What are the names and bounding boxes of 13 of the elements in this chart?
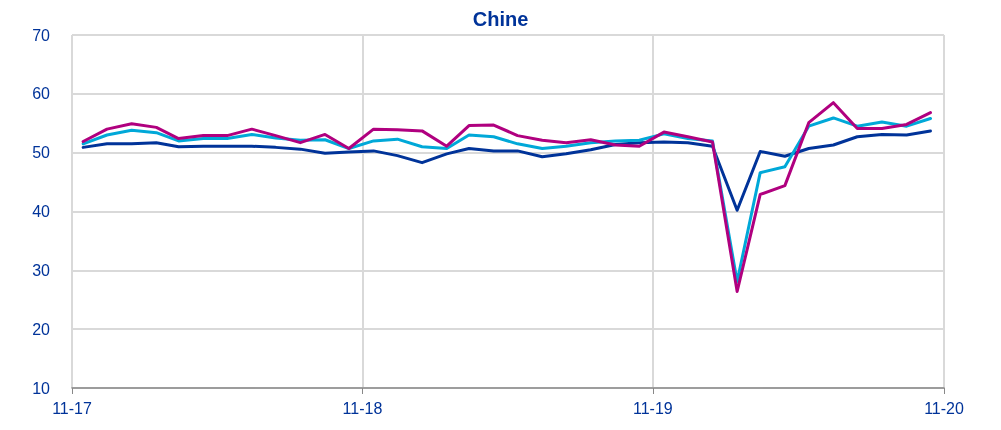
x-tick-label: 11-18	[342, 399, 383, 417]
y-tick-label: 50	[32, 144, 51, 162]
y-tick-label: 30	[32, 261, 51, 279]
line-series	[81, 129, 932, 212]
x-tick-label: 11-20	[924, 399, 964, 417]
y-tick-label: 40	[32, 203, 51, 220]
chart-title: Chine	[472, 8, 529, 30]
x-tick-label: 11-19	[632, 399, 673, 417]
x-tick-label: 11-17	[52, 399, 92, 417]
y-tick-label: 10	[32, 379, 51, 397]
y-tick-label: 60	[32, 85, 51, 103]
y-tick-label: 70	[32, 26, 51, 44]
y-tick-label: 20	[32, 320, 51, 338]
